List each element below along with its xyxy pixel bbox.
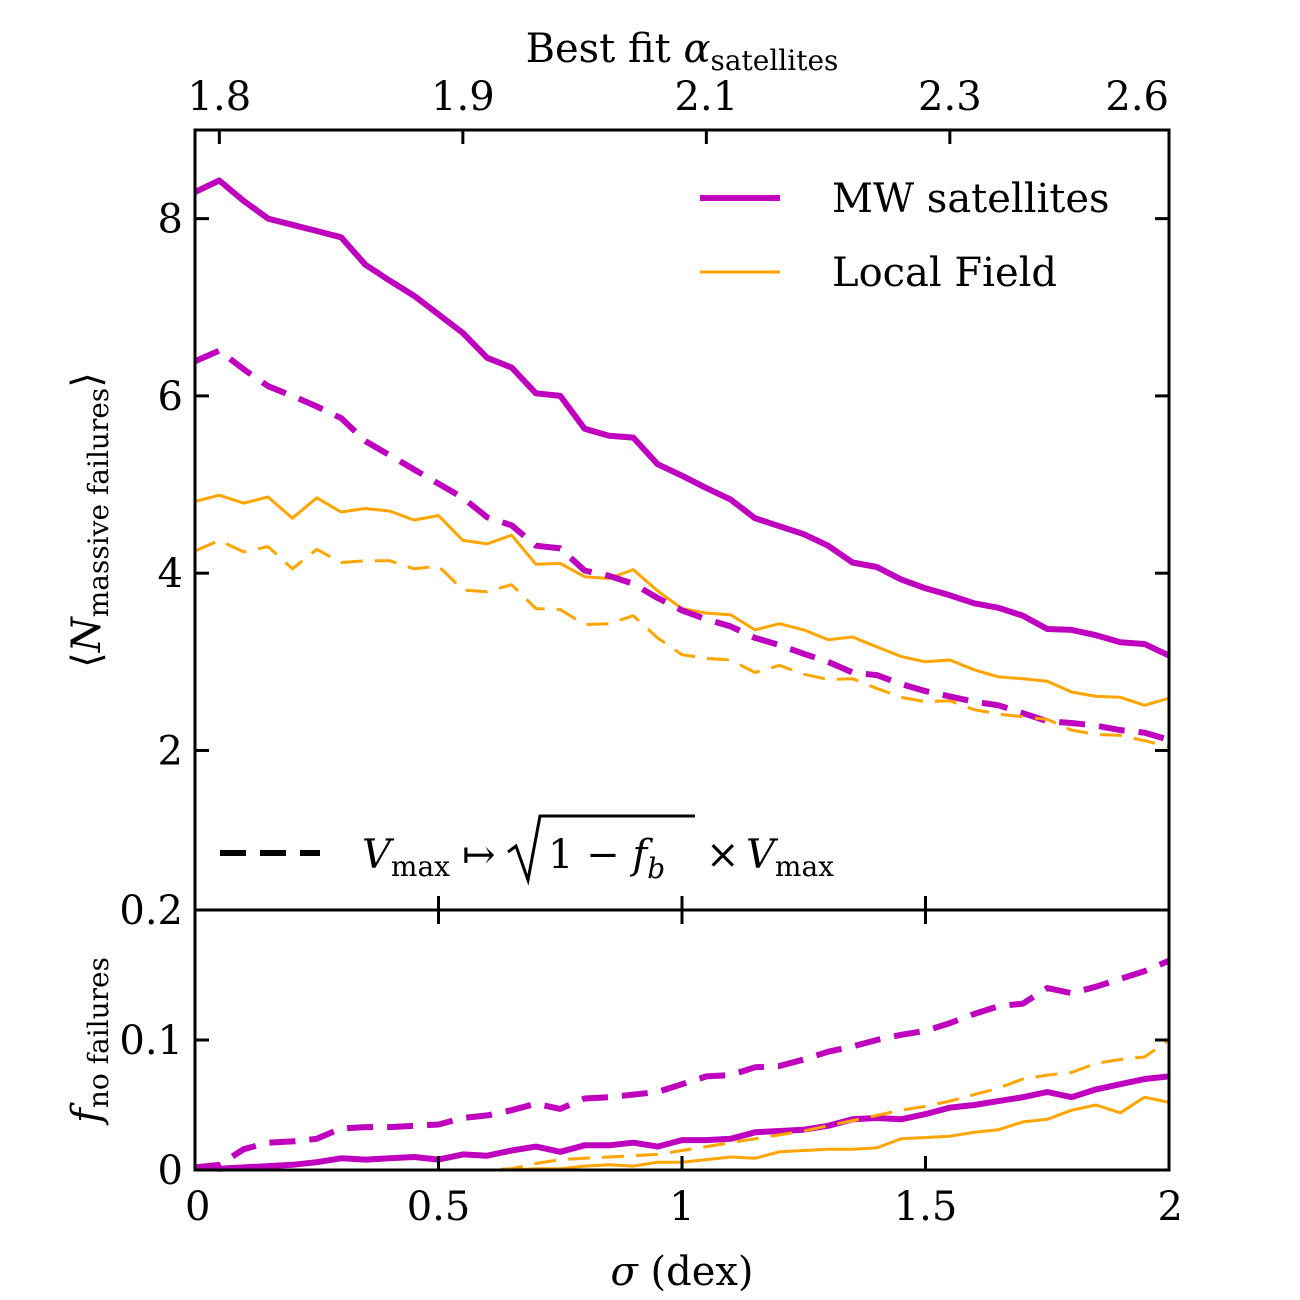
top-y-axis-title-n: N bbox=[64, 615, 110, 653]
bottom-plot-frame bbox=[193, 908, 1171, 1172]
bottom-series-line-0 bbox=[194, 1073, 1170, 1172]
annotation-rhs-sub: max bbox=[775, 850, 834, 883]
top-panel: 2 4 6 8 0.2 1.8 1.9 2.1 2.3 2.6 MW satellites Loca… bbox=[119, 74, 1171, 934]
top-tick-group: 2 4 6 8 0.2 1.8 1.9 2.1 2.3 2.6 bbox=[119, 74, 1171, 934]
top-axis-title-text: Best fit bbox=[526, 26, 684, 72]
annotation-rhs: Vmax bbox=[746, 832, 834, 883]
top-axis-title-sub: satellites bbox=[710, 44, 838, 77]
top-y-axis-title-sub: massive failures bbox=[82, 388, 115, 618]
annotation-maps: ↦ bbox=[462, 832, 496, 878]
bottom-xtick-label: 2 bbox=[1158, 1184, 1183, 1230]
top-axis-tick-label: 1.9 bbox=[431, 74, 495, 120]
bottom-y-axis-title: fno failures bbox=[64, 957, 115, 1126]
top-series-line-3 bbox=[194, 538, 1170, 749]
bottom-series-line-2 bbox=[194, 957, 1171, 1171]
top-ybottom-label: 0.2 bbox=[119, 888, 183, 934]
top-y-axis-title: ⟨Nmassive failures⟩ bbox=[64, 372, 115, 668]
bottom-xtick-label: 1 bbox=[669, 1184, 694, 1230]
top-ytick-label: 2 bbox=[158, 728, 183, 774]
top-axis-title: Best fit αsatellites bbox=[526, 26, 839, 77]
bottom-series-group bbox=[194, 957, 1171, 1172]
top-series-group bbox=[193, 177, 1171, 749]
bottom-series-line-3 bbox=[195, 1038, 1170, 1172]
top-axis-tick-label: 2.3 bbox=[918, 74, 982, 120]
top-y-axis-title-open: ⟨ bbox=[64, 652, 110, 668]
annotation-sqrt-sub: b bbox=[647, 852, 665, 885]
annotation-sqrt-one-minus: 1 − bbox=[548, 832, 632, 878]
bottom-xtick-label: 0.5 bbox=[407, 1184, 471, 1230]
top-axis-tick-label: 2.6 bbox=[1105, 74, 1169, 120]
bottom-ytick-label: 0 bbox=[158, 1148, 183, 1194]
top-axis-title-alpha: α bbox=[683, 26, 710, 72]
top-series-line-2 bbox=[193, 347, 1170, 743]
annotation-times: × bbox=[706, 832, 740, 878]
top-y-axis-title-close: ⟩ bbox=[64, 372, 110, 388]
axis-titles: Best fit αsatellites σ (dex) ⟨Nmassive fai… bbox=[64, 26, 838, 1295]
legend-label: Local Field bbox=[832, 250, 1057, 296]
top-axis-tick-label: 1.8 bbox=[188, 74, 252, 120]
legend: MW satellites Local Field bbox=[700, 176, 1110, 296]
bottom-xtick-label: 1.5 bbox=[894, 1184, 958, 1230]
top-ytick-label: 8 bbox=[158, 197, 183, 243]
bottom-xtick-label: 0 bbox=[185, 1184, 210, 1230]
legend-label: MW satellites bbox=[832, 176, 1110, 222]
bottom-ytick-label: 0.1 bbox=[119, 1018, 183, 1064]
annotation-lhs: Vmax bbox=[362, 832, 450, 883]
annotation: Vmax ↦ 1 − fb × Vmax bbox=[220, 814, 834, 886]
top-series-line-0 bbox=[193, 177, 1171, 659]
bottom-y-axis-title-sub: no failures bbox=[82, 957, 115, 1108]
annotation-sqrt-sign bbox=[507, 814, 695, 886]
top-ytick-label: 6 bbox=[158, 374, 183, 420]
annotation-sqrt-content: 1 − fb bbox=[548, 832, 665, 885]
x-axis-title-unit: (dex) bbox=[638, 1249, 754, 1295]
top-plot-frame bbox=[193, 128, 1171, 912]
x-axis-title: σ (dex) bbox=[610, 1249, 753, 1295]
annotation-rhs-v: V bbox=[746, 832, 779, 878]
bottom-panel: 0 0.1 0 0.5 1 1.5 2 bbox=[119, 896, 1183, 1230]
top-ytick-label: 4 bbox=[158, 551, 183, 597]
x-axis-title-sigma: σ bbox=[610, 1249, 639, 1295]
annotation-lhs-v: V bbox=[362, 832, 395, 878]
top-series-line-1 bbox=[194, 493, 1170, 707]
bottom-tick-group: 0 0.1 0 0.5 1 1.5 2 bbox=[119, 896, 1183, 1230]
annotation-lhs-sub: max bbox=[391, 850, 450, 883]
top-axis-tick-label: 2.1 bbox=[675, 74, 739, 120]
